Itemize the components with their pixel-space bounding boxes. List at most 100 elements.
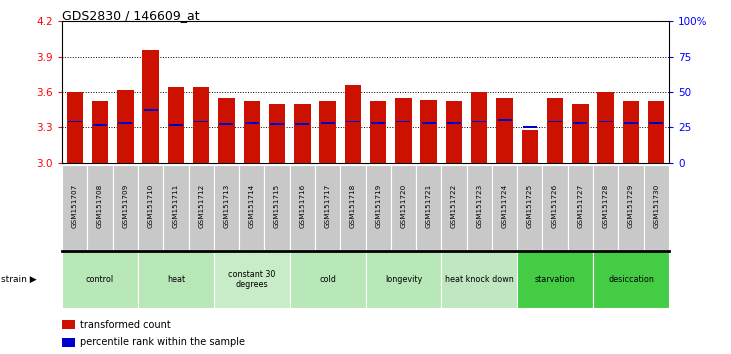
Bar (466, 165, 492, 250)
Bar (446, 102, 462, 163)
Bar (471, 92, 488, 163)
Text: GSM151729: GSM151729 (628, 183, 634, 228)
Text: GSM151709: GSM151709 (122, 183, 129, 228)
Bar (68, 121, 82, 122)
Bar (593, 165, 618, 250)
Text: GSM151727: GSM151727 (577, 183, 583, 228)
Bar (193, 87, 209, 163)
Bar (624, 122, 638, 124)
Bar (62, 338, 75, 347)
Bar (568, 165, 593, 250)
Bar (442, 165, 466, 250)
Bar (321, 122, 335, 124)
Bar (447, 122, 461, 124)
Bar (523, 126, 537, 129)
Bar (169, 124, 183, 126)
Text: GSM151715: GSM151715 (274, 183, 280, 228)
Bar (294, 104, 311, 163)
Bar (518, 251, 593, 308)
Bar (593, 251, 669, 308)
Bar (93, 124, 107, 126)
Bar (496, 98, 512, 163)
Text: GSM151726: GSM151726 (552, 183, 558, 228)
Bar (243, 102, 260, 163)
Bar (88, 165, 113, 250)
Text: starvation: starvation (535, 275, 575, 284)
Bar (618, 165, 643, 250)
Bar (138, 165, 163, 250)
Bar (239, 165, 265, 250)
Text: GSM151718: GSM151718 (350, 183, 356, 228)
Text: GSM151719: GSM151719 (375, 183, 381, 228)
Bar (396, 121, 410, 122)
Bar (143, 50, 159, 163)
Bar (219, 98, 235, 163)
Text: cold: cold (319, 275, 336, 284)
Bar (270, 123, 284, 125)
Text: GSM151720: GSM151720 (401, 183, 406, 228)
Bar (346, 121, 360, 122)
Bar (522, 130, 538, 163)
Text: longevity: longevity (385, 275, 422, 284)
Bar (548, 121, 562, 122)
Bar (498, 119, 512, 121)
Bar (219, 123, 233, 125)
Bar (518, 165, 542, 250)
Text: GSM151711: GSM151711 (173, 183, 179, 228)
Bar (269, 104, 285, 163)
Bar (371, 122, 385, 124)
Bar (167, 87, 184, 163)
Bar (189, 165, 213, 250)
Bar (416, 165, 442, 250)
Text: control: control (86, 275, 114, 284)
Text: GSM151723: GSM151723 (477, 183, 482, 228)
Bar (422, 122, 436, 124)
Text: desiccation: desiccation (608, 275, 654, 284)
Bar (492, 165, 518, 250)
Bar (643, 165, 669, 250)
Bar (573, 122, 588, 124)
Text: GSM151716: GSM151716 (299, 183, 306, 228)
Text: GDS2830 / 146609_at: GDS2830 / 146609_at (62, 9, 200, 22)
Bar (370, 102, 387, 163)
Text: heat: heat (167, 275, 185, 284)
Text: GSM151714: GSM151714 (249, 183, 254, 228)
Bar (265, 165, 289, 250)
Bar (319, 102, 336, 163)
Text: GSM151710: GSM151710 (148, 183, 154, 228)
Text: strain ▶: strain ▶ (1, 275, 37, 284)
Bar (420, 100, 437, 163)
Bar (62, 320, 75, 329)
Bar (366, 165, 391, 250)
Bar (623, 102, 639, 163)
Text: transformed count: transformed count (80, 320, 171, 330)
Bar (67, 92, 83, 163)
Bar (472, 121, 486, 122)
Bar (295, 123, 309, 125)
Bar (547, 98, 564, 163)
Text: GSM151724: GSM151724 (501, 183, 507, 228)
Bar (597, 92, 614, 163)
Text: GSM151728: GSM151728 (602, 183, 609, 228)
Bar (542, 165, 568, 250)
Bar (245, 122, 259, 124)
Bar (340, 165, 366, 250)
Bar (315, 165, 340, 250)
Text: GSM151730: GSM151730 (654, 183, 659, 228)
Text: GSM151708: GSM151708 (97, 183, 103, 228)
Bar (289, 165, 315, 250)
Bar (62, 251, 138, 308)
Text: GSM151707: GSM151707 (72, 183, 77, 228)
Text: GSM151713: GSM151713 (224, 183, 230, 228)
Text: GSM151721: GSM151721 (425, 183, 432, 228)
Bar (366, 251, 442, 308)
Bar (648, 102, 664, 163)
Text: heat knock down: heat knock down (445, 275, 514, 284)
Bar (118, 122, 132, 124)
Bar (138, 251, 213, 308)
Bar (572, 104, 588, 163)
Bar (391, 165, 416, 250)
Bar (194, 121, 208, 122)
Text: GSM151717: GSM151717 (325, 183, 330, 228)
Bar (117, 90, 134, 163)
